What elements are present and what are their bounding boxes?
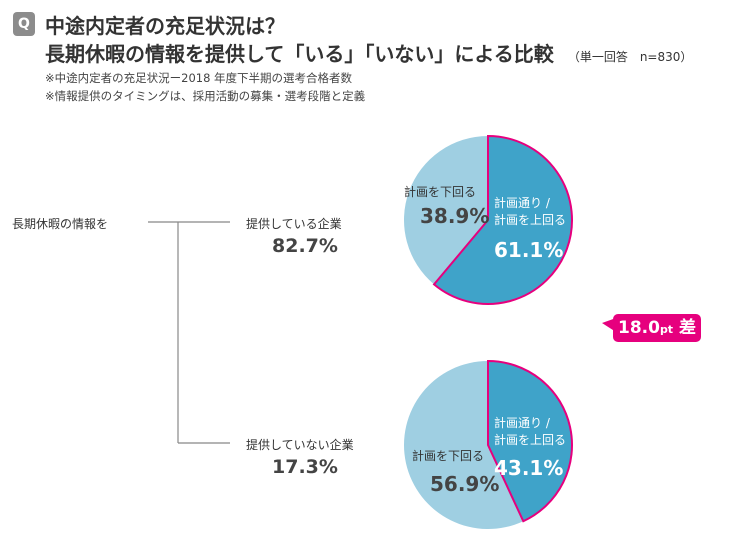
diff-unit: pt — [659, 323, 674, 336]
title-text: 長期休暇の情報を提供して「いる」「いない」による比較 — [45, 42, 554, 66]
pie1-below-value: 38.9% — [420, 204, 490, 228]
pie1-slice-below — [404, 136, 488, 285]
pie1-above-label-1: 計画通り / — [494, 196, 550, 210]
title-line2: 長期休暇の情報を提供して「いる」「いない」による比較 （単一回答 n=830） — [45, 38, 692, 67]
pie2-slice-below — [404, 361, 524, 530]
pie2-slice-above — [487, 359, 573, 523]
diff-pointer — [602, 318, 616, 332]
pie2-below-value: 56.9% — [430, 472, 500, 496]
pie2-above-value: 43.1% — [494, 456, 564, 480]
tree-lines — [148, 221, 230, 444]
pie2-above-label-1: 計画通り / — [494, 416, 550, 430]
root-label: 長期休暇の情報を — [12, 217, 109, 231]
pie1-slice-above — [432, 134, 573, 305]
group-share-2: 17.3% — [272, 456, 338, 478]
diff-value: 18.0 — [617, 318, 660, 338]
difference-badge: 18.0pt 差 — [613, 314, 701, 342]
pie1-above-label-2: 計画を上回る — [494, 213, 567, 227]
question-badge: Q — [13, 12, 35, 36]
diff-suffix: 差 — [679, 318, 696, 338]
pie1-above-value: 61.1% — [494, 238, 564, 262]
group-label-1: 提供している企業 — [246, 217, 342, 231]
pie1-below-label: 計画を下回る — [404, 185, 477, 199]
note-2: ※情報提供のタイミングは、採用活動の募集・選考段階と定義 — [45, 89, 366, 103]
group-label-2: 提供していない企業 — [246, 438, 354, 452]
title-line1: 中途内定者の充足状況は？ — [45, 14, 285, 38]
pie2-below-label: 計画を下回る — [412, 449, 485, 463]
pie2-above-label-2: 計画を上回る — [494, 433, 567, 447]
sample-size: （単一回答 n=830） — [567, 50, 693, 64]
note-1: ※中途内定者の充足状況ー2018 年度下半期の選考合格者数 — [45, 71, 353, 85]
group-share-1: 82.7% — [272, 235, 338, 257]
